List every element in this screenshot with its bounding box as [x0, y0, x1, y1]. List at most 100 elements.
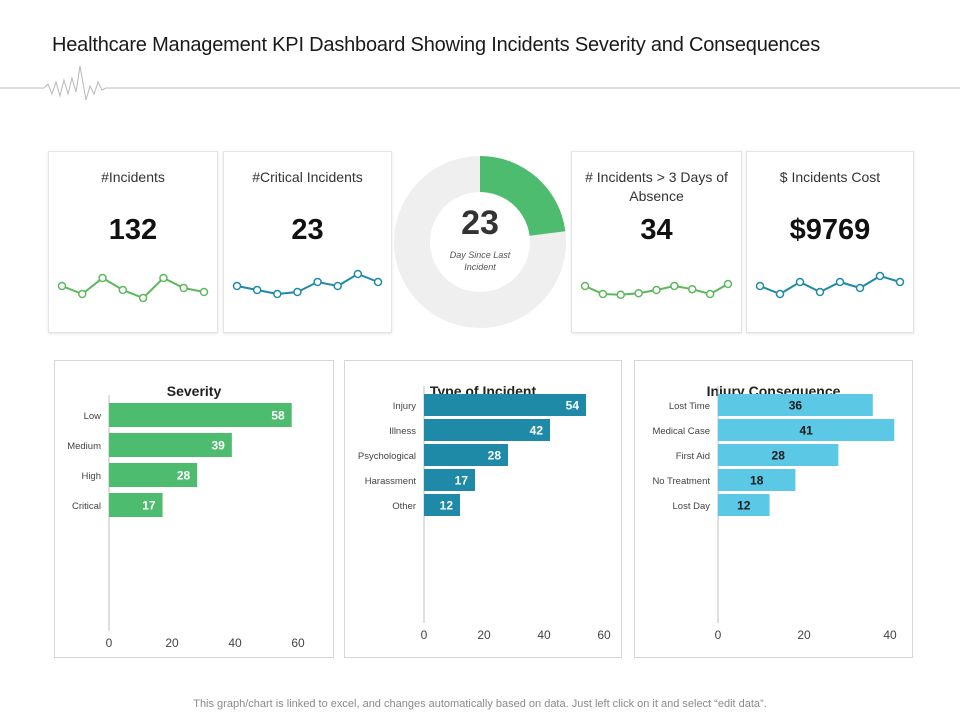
- sparkline-point: [57, 281, 67, 291]
- bar: [718, 394, 873, 416]
- bar-value-label: 39: [211, 439, 225, 453]
- sparkline-point: [815, 287, 825, 297]
- donut-value: 23: [461, 204, 499, 242]
- sparkline-point: [598, 289, 608, 299]
- sparkline-point: [118, 285, 128, 295]
- bar-value-label: 54: [566, 399, 580, 413]
- sparkline-point: [755, 281, 765, 291]
- kpi-value: $9769: [789, 214, 871, 246]
- bar: [424, 469, 475, 491]
- kpi-card-incidents: #Incidents 132: [48, 151, 218, 333]
- x-tick-label: 60: [597, 628, 611, 642]
- category-label: First Aid: [676, 451, 710, 462]
- category-label: Injury: [393, 401, 416, 412]
- bar-value-label: 28: [488, 449, 502, 463]
- sparkline-point: [855, 283, 865, 293]
- kpi-label: # Incidents > 3 Days of Absence: [585, 169, 728, 204]
- days-since-last-incident-donut: 23 Day Since Last Incident: [394, 156, 566, 328]
- kpi-value: 34: [640, 214, 673, 246]
- bar-value-label: 41: [799, 424, 813, 438]
- category-label: Medium: [67, 441, 101, 452]
- sparkline-point: [795, 277, 805, 287]
- sparkline: [580, 279, 733, 300]
- sparkline-point: [652, 285, 661, 295]
- bar-value-label: 28: [772, 449, 786, 463]
- x-tick-label: 0: [715, 628, 722, 642]
- x-tick-label: 20: [797, 628, 811, 642]
- category-label: Harassment: [365, 476, 417, 487]
- sparkline: [232, 269, 383, 299]
- bar: [424, 444, 508, 466]
- sparkline-point: [723, 279, 733, 289]
- sparkline-point: [293, 287, 302, 297]
- kpi-card-incidents-cost: $ Incidents Cost $9769: [746, 151, 914, 333]
- footer-note: This graph/chart is linked to excel, and…: [193, 698, 767, 710]
- sparkline-point: [273, 289, 282, 299]
- x-tick-label: 20: [165, 636, 179, 650]
- kpi-value: 132: [108, 214, 158, 246]
- bar-value-label: 58: [271, 409, 285, 423]
- donut-label: Day Since Last Incident: [449, 250, 511, 272]
- category-label: Critical: [72, 501, 101, 512]
- sparkline-point: [580, 281, 590, 291]
- type-of-incident-chart-panel: Type of Incident Injury 54 Illness 42 Psycho…: [344, 360, 622, 658]
- x-tick-label: 20: [477, 628, 491, 642]
- sparkline-point: [252, 285, 262, 295]
- page-title: Healthcare Management KPI Dashboard Show…: [52, 34, 820, 56]
- severity-chart-panel: Severity Low 58 Medium 39 High 28 Critical 17 0 2…: [54, 360, 334, 658]
- bar: [109, 433, 232, 457]
- bar: [718, 444, 839, 466]
- category-label: Lost Time: [669, 401, 710, 412]
- x-tick-label: 0: [421, 628, 428, 642]
- injury-consequence-bar-chart: Lost Time 36 Medical Case 41 First Aid 28 No T…: [652, 386, 897, 642]
- sparkline-point: [98, 273, 107, 283]
- sparkline-point: [78, 289, 87, 299]
- kpi-label: #Incidents: [101, 169, 165, 185]
- sparkline-point: [179, 283, 188, 293]
- sparkline-point: [313, 277, 322, 287]
- injury-consequence-chart-panel: Injury Consequence Lost Time 36 Medical Ca…: [634, 360, 913, 658]
- type-of-incident-bar-chart: Injury 54 Illness 42 Psychological 28 Harassme…: [358, 386, 611, 642]
- sparkline-point: [705, 289, 715, 299]
- donut-chart: [394, 156, 566, 328]
- sparkline-point: [895, 277, 905, 287]
- sparkline-point: [634, 288, 643, 298]
- sparkline-point: [159, 273, 168, 283]
- bar-value-label: 36: [789, 399, 803, 413]
- kpi-card-critical-incidents: #Critical Incidents 23: [223, 151, 392, 333]
- bar-value-label: 42: [530, 424, 544, 438]
- sparkline-point: [875, 271, 885, 281]
- sparkline-point: [353, 269, 363, 279]
- bar-value-label: 17: [455, 474, 469, 488]
- kpi-label: $ Incidents Cost: [779, 169, 881, 185]
- category-label: Low: [84, 411, 102, 422]
- bar: [718, 419, 895, 441]
- x-tick-label: 0: [106, 636, 113, 650]
- sparkline-point: [670, 281, 679, 291]
- sparkline-point: [199, 287, 209, 297]
- x-tick-label: 40: [537, 628, 551, 642]
- sparkline-point: [775, 289, 785, 299]
- sparkline-point: [835, 277, 845, 287]
- category-label: Other: [392, 501, 416, 512]
- sparkline-point: [232, 281, 242, 291]
- sparkline: [755, 271, 905, 299]
- bar: [109, 403, 292, 427]
- category-label: Psychological: [358, 451, 416, 462]
- kpi-label: #Critical Incidents: [252, 169, 363, 185]
- heartbeat-divider: [0, 65, 960, 101]
- x-tick-label: 60: [291, 636, 305, 650]
- severity-bar-chart: Low58Medium39High28Critical17020406080: [67, 395, 305, 650]
- bar-value-label: 17: [142, 499, 156, 513]
- bar: [424, 394, 586, 416]
- sparkline-point: [616, 290, 625, 300]
- kpi-value: 23: [291, 214, 324, 246]
- x-tick-label: 40: [883, 628, 897, 642]
- bar-value-label: 18: [750, 474, 764, 488]
- bar: [718, 469, 796, 491]
- sparkline-point: [333, 281, 342, 291]
- category-label: Lost Day: [673, 501, 711, 512]
- category-label: Medical Case: [652, 426, 710, 437]
- category-label: High: [81, 471, 101, 482]
- sparkline-point: [688, 284, 697, 294]
